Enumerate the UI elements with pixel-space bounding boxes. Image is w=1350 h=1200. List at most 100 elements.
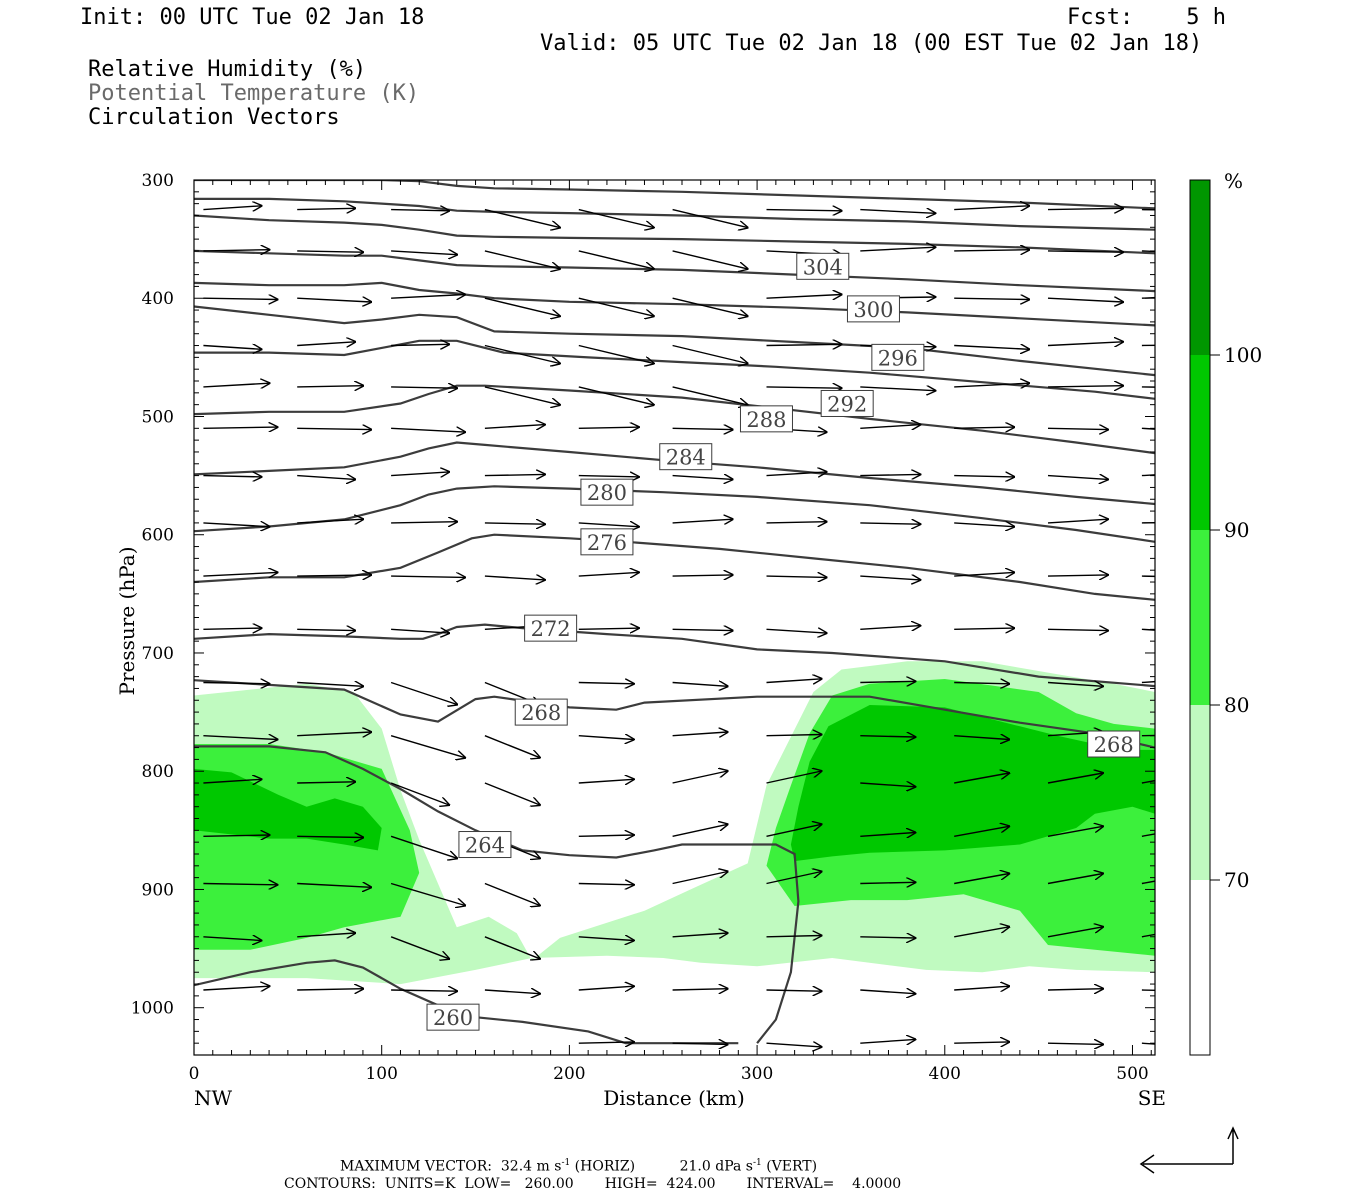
circulation-vector (1141, 680, 1155, 684)
circulation-vector (390, 782, 449, 805)
theta-label-box-276 (580, 528, 634, 556)
circulation-vector (391, 210, 449, 211)
circulation-vector (203, 346, 261, 350)
colorbar-swatch (1190, 530, 1210, 705)
circulation-vector (1047, 629, 1108, 630)
circulation-vector (484, 208, 560, 228)
theta-label-268-b: 268 (1094, 733, 1134, 757)
circulation-vector (766, 824, 822, 837)
circulation-vector (297, 208, 355, 209)
circulation-vector (391, 472, 449, 476)
theta-contour-312 (194, 197, 1155, 231)
theta-label-288: 288 (746, 408, 786, 432)
circulation-vector (766, 771, 822, 784)
circulation-vector (1047, 208, 1123, 209)
circulation-vector (1047, 1043, 1103, 1044)
circulation-vector (860, 387, 935, 391)
circulation-vector (297, 519, 363, 523)
axis-ticks: 300 400 500 600 700 800 900 1000 0 100 200 300 400 50… (131, 171, 1155, 1084)
circulation-vector (297, 476, 355, 480)
theta-contour-276 (194, 533, 1155, 601)
colorbar-swatch (1190, 180, 1210, 355)
circulation-vector (1047, 298, 1123, 302)
theta-contour-264 (194, 745, 800, 1044)
circulation-vector (484, 576, 545, 580)
circulation-vector (484, 990, 540, 994)
y-tick-label: 800 (142, 762, 174, 782)
circulation-vector (860, 990, 915, 994)
circulation-vector (297, 342, 355, 346)
theta-label-box-268 (514, 698, 568, 726)
y-tick-label: 1000 (131, 999, 174, 1019)
circulation-vector (484, 250, 560, 269)
circulation-vector (390, 735, 465, 758)
circulation-vector (391, 387, 457, 388)
circulation-vector (484, 344, 560, 364)
theta-contour-304 (194, 249, 1155, 293)
colorbar-swatch (1190, 705, 1210, 880)
theta-label-box-260 (426, 1003, 480, 1031)
circulation-vector (954, 1042, 1009, 1043)
rh-region-90-1 (790, 705, 1155, 862)
theta-label-272: 272 (531, 617, 571, 641)
circulation-vector (390, 835, 457, 858)
init-time: Init: 00 UTC Tue 02 Jan 18 (80, 5, 425, 30)
circulation-vector (297, 989, 363, 990)
y-tick-label: 700 (142, 644, 174, 664)
circulation-vector (672, 208, 748, 228)
theta-label-260: 260 (433, 1006, 473, 1030)
y-tick-label: 300 (142, 171, 174, 191)
theta-label-box-280 (580, 478, 634, 506)
circulation-vector (203, 476, 261, 477)
field-rh-label: Relative Humidity (%) (88, 57, 367, 82)
circulation-vector (766, 576, 827, 577)
circulation-vector (203, 572, 277, 576)
x-tick-label: 200 (553, 1064, 585, 1084)
theta-contour-268 (194, 679, 1155, 749)
circulation-vector (578, 250, 654, 269)
circulation-vector (672, 771, 728, 784)
circulation-vector (578, 208, 654, 228)
theta-label-box-272 (524, 614, 578, 642)
circulation-vector (860, 626, 920, 630)
field-theta-label: Potential Temperature (K) (88, 81, 420, 106)
circulation-vector (672, 575, 733, 576)
circulation-vector (390, 882, 465, 906)
y-axis-title: Pressure (hPa) (115, 547, 139, 696)
circulation-vector (672, 629, 733, 630)
circulation-vector (391, 295, 465, 299)
circulation-vector (484, 386, 560, 405)
contours-line: CONTOURS: UNITS=K LOW= 260.00 HIGH= 424.… (284, 1176, 902, 1192)
circulation-vector (484, 425, 545, 429)
colorbar-unit: % (1224, 169, 1243, 193)
circulation-vector (954, 773, 1009, 784)
field-vectors-label: Circulation Vectors (88, 105, 340, 130)
circulation-vector (391, 344, 449, 345)
circulation-vector (1047, 989, 1103, 990)
theta-label-box-288 (739, 405, 793, 433)
colorbar-label: 100 (1224, 343, 1262, 367)
circulation-vector (578, 386, 654, 405)
circulation-vector (390, 936, 449, 959)
theta-label-box-264 (458, 831, 512, 859)
circulation-vector (578, 523, 639, 527)
circulation-vector (578, 884, 634, 885)
circulation-vector (860, 882, 915, 883)
circulation-vector (1141, 575, 1155, 578)
colorbar-swatch (1190, 355, 1210, 530)
theta-contour-280 (194, 485, 1155, 543)
circulation-vector (1141, 880, 1155, 885)
circulation-vector (672, 297, 748, 316)
circulation-vector (578, 683, 634, 684)
max-vector-line: MAXIMUM VECTOR: 32.4 m s-1 (HORIZ) 21.0 … (340, 1158, 818, 1175)
x-tick-label: 100 (365, 1064, 397, 1084)
circulation-vector (1141, 989, 1155, 991)
circulation-vector (1047, 773, 1103, 784)
rh-colorbar: 70 80 90 100 (1189, 179, 1262, 1056)
circulation-vector (578, 937, 634, 941)
circulation-vector (860, 474, 920, 475)
circulation-vector (1141, 1042, 1155, 1045)
theta-label-box-300 (846, 295, 900, 323)
circulation-vector (954, 298, 1029, 299)
